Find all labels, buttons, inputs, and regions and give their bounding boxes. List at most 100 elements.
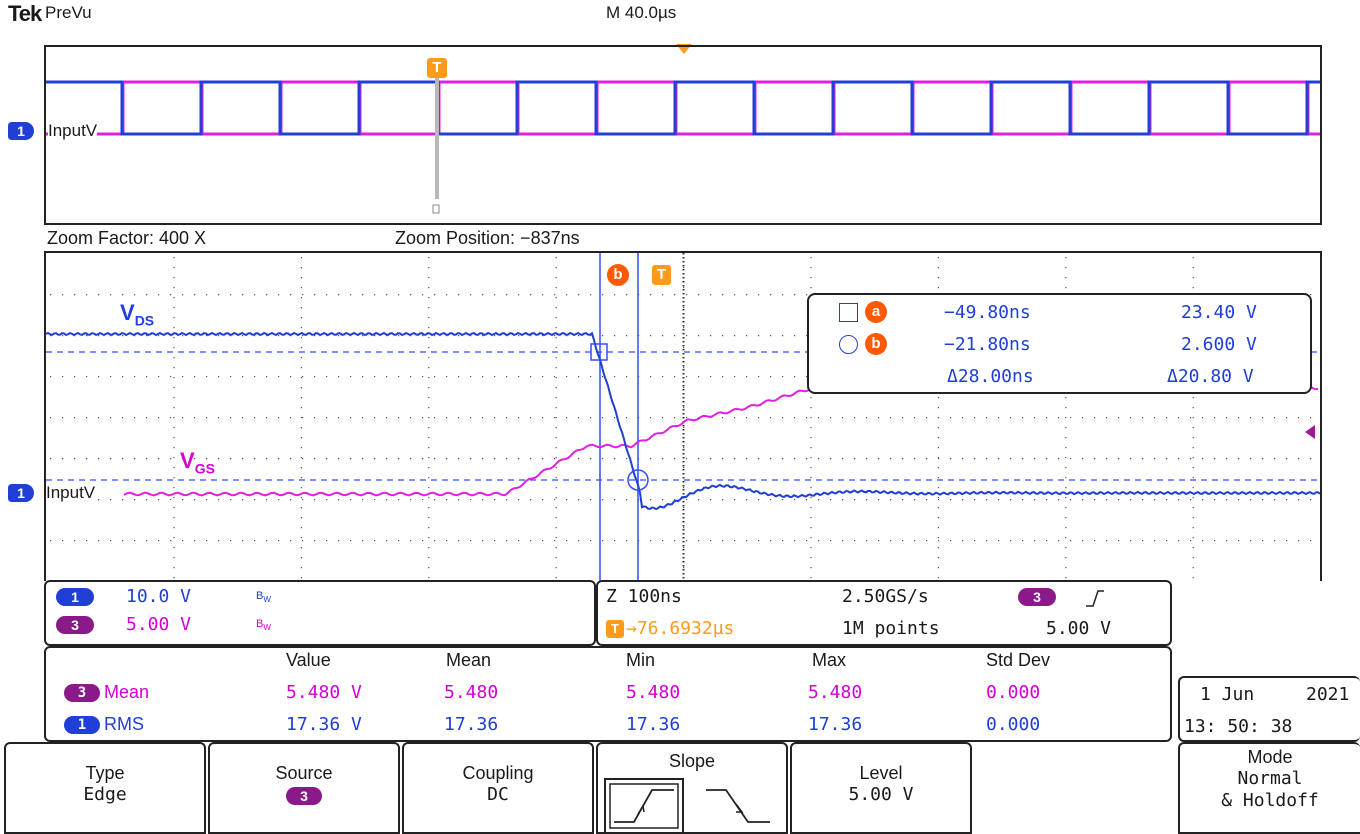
- grid-dot: [758, 499, 760, 501]
- grid-dot: [314, 417, 316, 419]
- grid-dot: [1310, 540, 1312, 542]
- grid-dot: [1022, 540, 1024, 542]
- trigger-level-marker[interactable]: [1305, 425, 1315, 439]
- grid-center-dot: [682, 549, 685, 551]
- grid-dot: [278, 376, 280, 378]
- main-channel-marker[interactable]: 1: [8, 484, 34, 502]
- softkey-slope[interactable]: Slope: [596, 742, 788, 834]
- grid-dot: [506, 540, 508, 542]
- overview-trigger-marker[interactable]: T: [427, 58, 447, 78]
- grid-dot: [854, 540, 856, 542]
- grid-center-dot: [682, 457, 685, 459]
- grid-dot: [878, 417, 880, 419]
- grid-dot: [530, 540, 532, 542]
- ch3-scale-row[interactable]: 3 5.00 V BW: [56, 614, 556, 638]
- ch1-scale-row[interactable]: 1 10.0 V BW: [56, 586, 556, 610]
- measurement-row-mean[interactable]: 3 Mean 5.480 V 5.480 5.480 5.480 0.000: [46, 682, 1170, 706]
- grid-dot: [173, 407, 175, 409]
- grid-dot: [300, 277, 302, 279]
- grid-dot: [683, 347, 685, 349]
- grid-dot: [937, 557, 939, 559]
- grid-dot: [410, 417, 412, 419]
- grid-dot: [1214, 458, 1216, 460]
- grid-dot: [386, 540, 388, 542]
- grid-dot: [338, 540, 340, 542]
- grid-dot: [518, 335, 520, 337]
- grid-dot: [266, 376, 268, 378]
- grid-dot: [422, 335, 424, 337]
- grid-dot: [300, 467, 302, 469]
- grid-dot: [446, 376, 448, 378]
- grid-dot: [1094, 499, 1096, 501]
- grid-dot: [410, 294, 412, 296]
- grid-center-dot: [682, 417, 685, 419]
- zoom-trigger-marker[interactable]: T: [652, 265, 671, 285]
- grid-dot: [300, 297, 302, 299]
- grid-dot: [428, 567, 430, 569]
- grid-dot: [937, 397, 939, 399]
- softkey-type[interactable]: Type Edge: [4, 742, 206, 834]
- grid-dot: [554, 417, 556, 419]
- grid-dot: [794, 540, 796, 542]
- grid-dot: [1214, 499, 1216, 501]
- grid-dot: [134, 417, 136, 419]
- grid-dot: [1192, 487, 1194, 489]
- grid-dot: [914, 499, 916, 501]
- grid-dot: [937, 457, 939, 459]
- grid-dot: [62, 540, 64, 542]
- grid-dot: [494, 294, 496, 296]
- grid-dot: [902, 540, 904, 542]
- slope-falling-icon[interactable]: [698, 778, 778, 834]
- grid-dot: [428, 397, 430, 399]
- grid-dot: [50, 335, 52, 337]
- grid-dot: [810, 417, 812, 419]
- grid-dot: [674, 335, 676, 337]
- grid-dot: [146, 417, 148, 419]
- grid-dot: [470, 499, 472, 501]
- grid-dot: [902, 499, 904, 501]
- slope-rising-icon[interactable]: [604, 778, 684, 834]
- grid-dot: [938, 458, 940, 460]
- meas-mean-value: 5.480 V: [286, 682, 362, 703]
- grid-dot: [818, 417, 820, 419]
- grid-dot: [722, 458, 724, 460]
- grid-dot: [173, 507, 175, 509]
- grid-dot: [770, 458, 772, 460]
- grid-dot: [938, 499, 940, 501]
- softkey-source[interactable]: Source 3: [208, 742, 400, 834]
- grid-dot: [1058, 499, 1060, 501]
- grid-dot: [494, 499, 496, 501]
- datetime-panel: 1 Jun 2021 13: 50: 38: [1178, 676, 1360, 742]
- col-min: Min: [626, 650, 656, 670]
- grid-dot: [506, 294, 508, 296]
- grid-dot: [937, 427, 939, 429]
- softkey-mode[interactable]: Mode Normal & Holdoff: [1178, 742, 1360, 834]
- grid-center-dot: [682, 489, 685, 491]
- grid-dot: [326, 499, 328, 501]
- grid-dot: [530, 294, 532, 296]
- grid-dot: [602, 294, 604, 296]
- measurement-row-rms[interactable]: 1 RMS 17.36 V 17.36 17.36 17.36 0.000: [46, 714, 1170, 738]
- grid-dot: [1022, 499, 1024, 501]
- grid-dot: [1058, 540, 1060, 542]
- softkey-coupling[interactable]: Coupling DC: [402, 742, 594, 834]
- grid-center-dot: [682, 433, 685, 435]
- grid-dot: [810, 257, 812, 259]
- softkey-level[interactable]: Level 5.00 V: [790, 742, 972, 834]
- grid-dot: [555, 377, 557, 379]
- grid-dot: [314, 499, 316, 501]
- grid-dot: [122, 335, 124, 337]
- overview-channel-marker[interactable]: 1: [8, 122, 34, 140]
- grid-dot: [794, 458, 796, 460]
- grid-dot: [254, 417, 256, 419]
- grid-dot: [242, 376, 244, 378]
- cursor-b-marker[interactable]: b: [607, 264, 629, 286]
- grid-dot: [434, 417, 436, 419]
- grid-dot: [950, 540, 952, 542]
- grid-dot: [300, 447, 302, 449]
- grid-dot: [937, 527, 939, 529]
- grid-dot: [218, 540, 220, 542]
- grid-dot: [722, 499, 724, 501]
- grid-dot: [290, 499, 292, 501]
- grid-dot: [698, 499, 700, 501]
